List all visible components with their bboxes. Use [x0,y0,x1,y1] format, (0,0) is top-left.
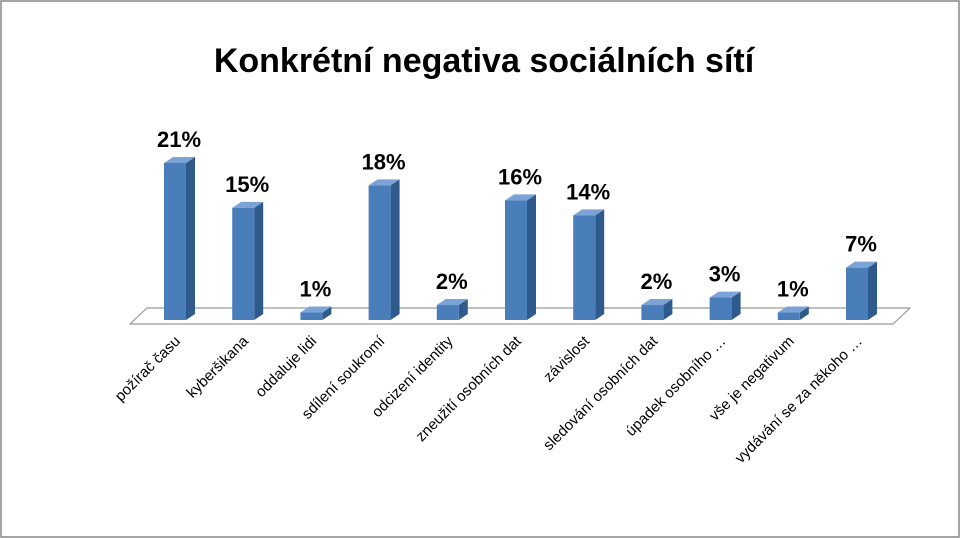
value-label: 1% [777,277,809,302]
bar [368,185,391,320]
bar [436,305,459,320]
bar [846,267,868,320]
bar-top [573,209,605,216]
value-label: 7% [845,232,877,257]
bar [164,163,186,320]
bar-side [663,299,673,320]
bar-side [458,299,468,320]
bar-top [436,299,468,306]
bar-top [368,179,400,186]
bar-side [868,261,877,320]
bar-side [731,291,741,320]
bar-top [846,261,877,268]
bar-side [322,306,332,320]
value-label: 16% [498,164,542,189]
bar [641,305,664,320]
bar-top [505,194,536,201]
bar-top [777,306,809,313]
value-label: 21% [157,127,201,152]
bar [777,312,800,320]
bar-side [527,194,536,320]
bar-top [641,299,673,306]
bar-side [254,201,264,320]
bar-side [595,209,605,320]
value-label: 1% [300,277,332,302]
bar-side [799,306,809,320]
bar-top [300,306,332,313]
bar-top [232,201,264,208]
bar [505,200,527,320]
bar [573,215,596,320]
bar [709,297,732,320]
bar [300,312,323,320]
bar-side [186,157,195,320]
chart-title: Konkrétní negativa sociálních sítí [214,42,756,80]
value-label: 2% [436,269,468,294]
value-label: 3% [709,262,741,287]
value-label: 15% [225,172,269,197]
bar-top [709,291,741,298]
value-label: 18% [362,149,406,174]
bar-top [164,157,195,163]
value-label: 2% [641,269,673,294]
bar [232,207,255,320]
value-label: 14% [566,179,610,204]
bar-side [390,179,400,320]
